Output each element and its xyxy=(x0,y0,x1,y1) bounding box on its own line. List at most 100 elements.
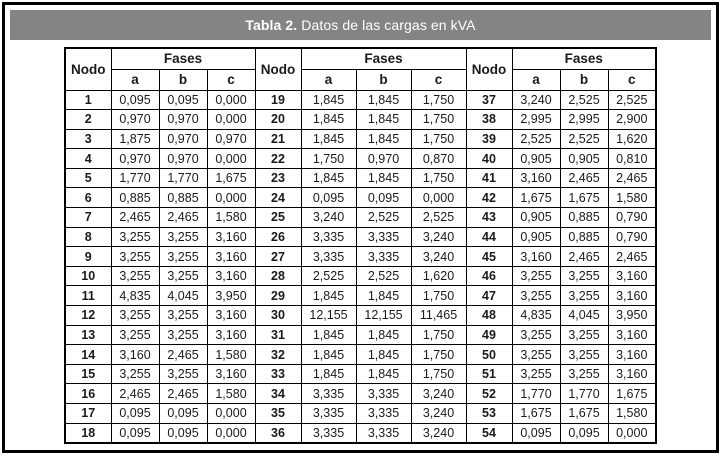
phase-c-value: 1,580 xyxy=(206,383,256,404)
table-row: 4 0,970 0,970 0,000 22 1,750 0,970 0,870 40 0,905… xyxy=(64,148,657,169)
table-row: 18 0,095 0,095 0,000 36 3,335 3,335 3,240 54 0,09… xyxy=(64,422,657,444)
phase-c-value: 3,240 xyxy=(410,403,467,424)
node-cell: 30 xyxy=(254,305,302,326)
node-cell: 37 xyxy=(465,89,513,111)
phase-a-value: 0,095 xyxy=(511,422,561,444)
phase-c-value: 3,160 xyxy=(206,226,256,248)
phase-a-header: a xyxy=(511,68,561,91)
phase-b-value: 3,255 xyxy=(158,265,208,287)
phase-b-value: 1,770 xyxy=(559,383,609,404)
table-row: 13 3,255 3,255 3,160 31 1,845 1,845 1,750 49 3,25… xyxy=(64,324,657,346)
phase-b-value: 2,465 xyxy=(158,207,208,228)
phase-c-value: 0,790 xyxy=(607,226,657,248)
phase-c-value: 0,000 xyxy=(206,187,256,209)
node-cell: 15 xyxy=(64,363,112,385)
phase-b-value: 0,095 xyxy=(158,422,208,444)
phase-b-value: 3,335 xyxy=(355,246,412,267)
phase-c-value: 1,750 xyxy=(410,324,467,346)
phase-b-value: 0,970 xyxy=(158,109,208,130)
phase-a-value: 3,255 xyxy=(511,363,561,385)
phase-c-value: 3,160 xyxy=(206,246,256,267)
fases-group-header: Fases xyxy=(511,47,657,70)
phase-a-value: 1,675 xyxy=(511,187,561,209)
table-row: 14 3,160 2,465 1,580 32 1,845 1,845 1,750 50 3,25… xyxy=(64,344,657,365)
phase-a-value: 4,835 xyxy=(511,305,561,326)
phase-b-value: 1,845 xyxy=(355,167,412,189)
phase-a-value: 2,465 xyxy=(110,383,160,404)
phase-c-value: 0,000 xyxy=(206,403,256,424)
phase-c-value: 3,160 xyxy=(607,285,657,307)
phase-b-header: b xyxy=(355,68,412,91)
node-cell: 18 xyxy=(64,422,112,444)
phase-c-value: 0,000 xyxy=(607,422,657,444)
table-row: 15 3,255 3,255 3,160 33 1,845 1,845 1,750 51 3,25… xyxy=(64,363,657,385)
phase-c-value: 1,750 xyxy=(410,89,467,111)
phase-c-value: 3,240 xyxy=(410,226,467,248)
phase-c-value: 3,160 xyxy=(607,344,657,365)
phase-a-value: 3,240 xyxy=(511,89,561,111)
phase-c-value: 2,900 xyxy=(607,109,657,130)
phase-b-value: 3,255 xyxy=(158,363,208,385)
phase-b-value: 1,770 xyxy=(158,167,208,189)
phase-a-value: 0,905 xyxy=(511,207,561,228)
phase-b-value: 2,525 xyxy=(559,89,609,111)
phase-a-header: a xyxy=(300,68,357,91)
node-cell: 43 xyxy=(465,207,513,228)
node-cell: 44 xyxy=(465,226,513,248)
phase-c-value: 1,750 xyxy=(410,285,467,307)
table-row: 17 0,095 0,095 0,000 35 3,335 3,335 3,240 53 1,67… xyxy=(64,403,657,424)
phase-b-value: 2,465 xyxy=(158,344,208,365)
node-cell: 7 xyxy=(64,207,112,228)
phase-b-value: 2,995 xyxy=(559,109,609,130)
phase-a-value: 3,240 xyxy=(300,207,357,228)
phase-a-value: 1,845 xyxy=(300,324,357,346)
phase-c-value: 3,160 xyxy=(206,265,256,287)
node-cell: 32 xyxy=(254,344,302,365)
phase-c-value: 1,580 xyxy=(607,187,657,209)
phase-b-value: 3,255 xyxy=(158,324,208,346)
node-cell: 4 xyxy=(64,148,112,169)
phase-b-header: b xyxy=(158,68,208,91)
node-cell: 49 xyxy=(465,324,513,346)
phase-c-value: 1,580 xyxy=(206,344,256,365)
phase-a-value: 3,335 xyxy=(300,383,357,404)
phase-a-value: 3,335 xyxy=(300,246,357,267)
phase-b-value: 0,905 xyxy=(559,148,609,169)
phase-c-value: 1,620 xyxy=(607,128,657,150)
phase-a-value: 1,750 xyxy=(300,148,357,169)
phase-b-value: 0,095 xyxy=(355,187,412,209)
phase-b-value: 2,525 xyxy=(355,265,412,287)
table-row: 2 0,970 0,970 0,000 20 1,845 1,845 1,750 38 2,995… xyxy=(64,109,657,130)
phase-a-value: 0,970 xyxy=(110,148,160,169)
phase-b-value: 3,255 xyxy=(559,265,609,287)
node-column-header: Nodo xyxy=(465,47,513,91)
table-row: 10 3,255 3,255 3,160 28 2,525 2,525 1,620 46 3,25… xyxy=(64,265,657,287)
fases-group-header: Fases xyxy=(300,47,467,70)
table-row: 8 3,255 3,255 3,160 26 3,335 3,335 3,240 44 0,905… xyxy=(64,226,657,248)
phase-c-value: 3,240 xyxy=(410,422,467,444)
phase-b-value: 3,255 xyxy=(559,344,609,365)
phase-c-value: 1,750 xyxy=(410,128,467,150)
phase-a-value: 0,095 xyxy=(300,187,357,209)
phase-b-value: 0,095 xyxy=(559,422,609,444)
phase-a-value: 0,885 xyxy=(110,187,160,209)
phase-a-value: 3,255 xyxy=(511,324,561,346)
phase-a-value: 3,255 xyxy=(110,226,160,248)
phase-a-header: a xyxy=(110,68,160,91)
node-cell: 17 xyxy=(64,403,112,424)
phase-a-value: 0,905 xyxy=(511,226,561,248)
phase-c-value: 1,675 xyxy=(206,167,256,189)
node-cell: 53 xyxy=(465,403,513,424)
phase-a-value: 4,835 xyxy=(110,285,160,307)
phase-c-header: c xyxy=(410,68,467,91)
node-cell: 13 xyxy=(64,324,112,346)
phase-b-value: 1,845 xyxy=(355,89,412,111)
phase-c-value: 3,160 xyxy=(206,305,256,326)
node-cell: 52 xyxy=(465,383,513,404)
node-cell: 16 xyxy=(64,383,112,404)
phase-a-value: 1,770 xyxy=(511,383,561,404)
phase-c-value: 0,870 xyxy=(410,148,467,169)
phase-b-value: 1,675 xyxy=(559,403,609,424)
node-cell: 41 xyxy=(465,167,513,189)
